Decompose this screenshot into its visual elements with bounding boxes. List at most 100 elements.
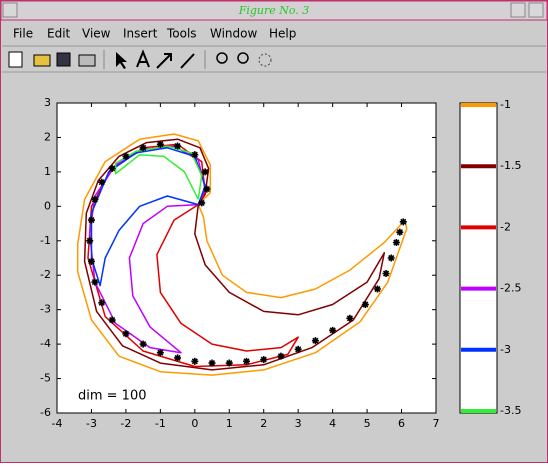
star-marker — [98, 178, 106, 186]
star-marker — [382, 270, 390, 277]
star-marker — [108, 164, 116, 172]
star-marker — [225, 359, 233, 367]
x-tick-label: 4 — [329, 417, 336, 430]
x-tick-label: 5 — [364, 417, 371, 430]
x-tick-label: 0 — [191, 417, 198, 430]
menu-item[interactable]: Edit — [47, 27, 71, 41]
x-tick-label: 2 — [260, 417, 267, 430]
y-tick-label: -4 — [40, 337, 51, 350]
menu-items: File Edit View Insert Tools Window Help — [13, 27, 296, 41]
star-marker — [87, 257, 95, 265]
text-button[interactable] — [136, 49, 150, 68]
y-tick-label: -2 — [40, 268, 51, 281]
star-marker — [87, 216, 95, 224]
star-marker — [139, 340, 147, 348]
star-marker — [387, 254, 395, 262]
legend-label: -2 — [500, 220, 511, 233]
menu-item[interactable]: Help — [269, 27, 296, 41]
select-button[interactable] — [116, 52, 127, 69]
y-tick-label: -5 — [40, 372, 51, 385]
star-marker — [329, 326, 337, 334]
star-marker — [91, 195, 99, 203]
legend-label: -3.5 — [500, 404, 521, 417]
contour-line — [76, 133, 408, 376]
legend — [459, 102, 498, 414]
menu-item[interactable]: Insert — [123, 27, 158, 41]
x-tick-label: -1 — [155, 417, 166, 430]
title-bar — [0, 0, 548, 21]
x-tick-label: 1 — [226, 417, 233, 430]
menu-item[interactable]: View — [82, 27, 111, 41]
legend-label: -1 — [500, 98, 511, 111]
maximize-button[interactable] — [528, 2, 544, 18]
menu-item[interactable]: Window — [210, 27, 258, 41]
star-marker — [208, 359, 216, 367]
star-marker — [392, 239, 400, 246]
star-marker — [361, 301, 369, 308]
y-tick-label: 2 — [44, 130, 51, 143]
star-marker — [399, 218, 407, 226]
star-marker — [122, 330, 130, 338]
star-marker — [98, 299, 106, 307]
contour-line — [114, 145, 203, 200]
legend-label: -3 — [500, 343, 511, 356]
annotation: dim = 100 — [78, 389, 147, 404]
contour-line — [83, 138, 386, 371]
save-button[interactable] — [56, 52, 71, 67]
star-marker — [191, 151, 199, 159]
star-marker — [346, 314, 354, 322]
star-marker — [396, 228, 404, 236]
star-marker — [260, 356, 268, 364]
x-tick-label: 7 — [433, 417, 440, 430]
star-marker — [203, 185, 211, 193]
star-marker — [243, 357, 250, 365]
zoom-in-button[interactable] — [216, 52, 228, 64]
star-marker — [174, 354, 182, 362]
y-tick-label: 0 — [44, 199, 51, 212]
legend-label: -2.5 — [500, 282, 521, 295]
new-button[interactable] — [8, 51, 23, 68]
toolbar — [8, 49, 272, 69]
star-marker — [91, 278, 99, 286]
open-button[interactable] — [33, 54, 51, 67]
plot: -4 -3 -2 -1 0 1 2 3 4 5 6 7 -6 -5 -4 -3 -2 -1 0 1 2 3 -1 -1.5 -2… — [40, 96, 521, 430]
star-marker — [174, 142, 182, 150]
star-marker — [191, 357, 199, 365]
x-tick-label: 3 — [295, 417, 302, 430]
x-tick-label: -2 — [120, 417, 131, 430]
star-marker — [122, 152, 130, 160]
star-marker — [139, 144, 147, 152]
window-menu-button[interactable] — [2, 2, 18, 18]
y-tick-label: 3 — [44, 96, 51, 109]
menu-item[interactable]: Tools — [166, 27, 197, 41]
zoom-out-button[interactable] — [237, 52, 249, 64]
x-tick-label: -4 — [52, 417, 63, 430]
legend-label: -1.5 — [500, 159, 521, 172]
menu-item[interactable]: File — [13, 27, 33, 41]
line-button[interactable] — [180, 53, 195, 69]
star-marker — [373, 285, 381, 293]
star-marker — [201, 168, 209, 176]
x-tick-label: -3 — [86, 417, 97, 430]
star-marker — [156, 140, 164, 148]
star-marker — [86, 237, 94, 245]
minimize-button[interactable] — [510, 2, 526, 18]
y-tick-label: -3 — [40, 303, 51, 316]
star-marker — [294, 345, 302, 353]
y-tick-label: -6 — [40, 406, 51, 419]
y-tick-label: 1 — [44, 165, 51, 178]
print-button[interactable] — [78, 54, 96, 67]
menu-bar — [2, 21, 546, 45]
window-title: Figure No. 3 — [238, 4, 310, 17]
y-tick-label: -1 — [40, 234, 51, 247]
star-marker — [311, 337, 319, 345]
rotate-button[interactable] — [258, 53, 272, 67]
contour-line — [90, 147, 206, 287]
star-marker — [156, 349, 164, 357]
arrow-button[interactable] — [156, 53, 172, 69]
x-tick-label: 6 — [398, 417, 405, 430]
star-marker — [108, 316, 116, 324]
star-marker — [277, 352, 285, 360]
star-marker — [198, 199, 206, 207]
